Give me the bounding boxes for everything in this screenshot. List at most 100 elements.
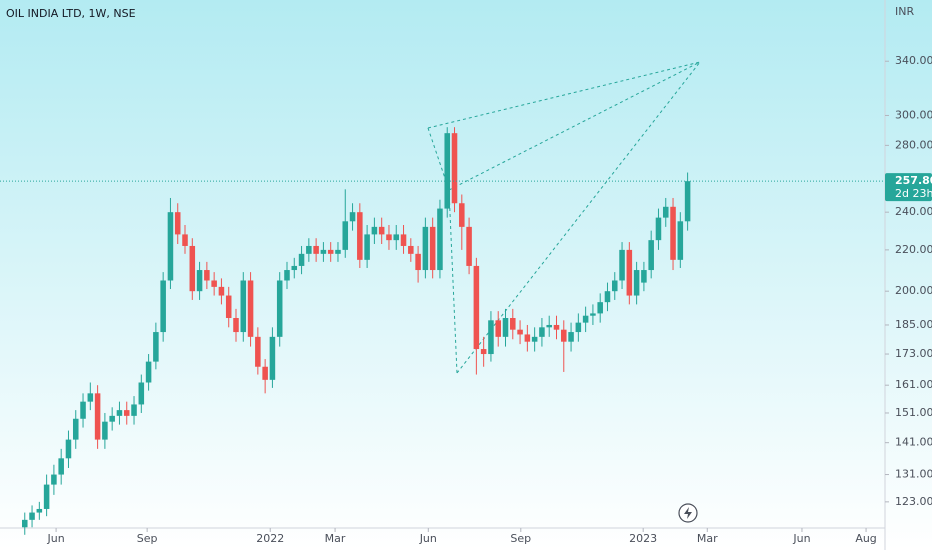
candle-body	[21, 519, 28, 528]
y-tick-label: 340.00	[895, 54, 932, 67]
candle-body	[87, 393, 94, 402]
candle-body	[488, 320, 494, 355]
candle-body	[473, 265, 480, 350]
candle-body	[51, 474, 57, 485]
candle-body	[378, 226, 385, 235]
candle-body	[327, 249, 334, 254]
candle-body	[400, 234, 407, 246]
candle-body	[138, 382, 145, 405]
candle-body	[415, 253, 421, 271]
candle-body	[145, 361, 152, 383]
replay-icon[interactable]	[678, 503, 698, 523]
y-tick-label: 300.00	[895, 108, 932, 121]
candle-body	[218, 286, 225, 296]
candle-body	[357, 212, 363, 260]
candle-body	[211, 280, 217, 287]
candle-body	[393, 234, 400, 241]
y-tick-label: 200.00	[895, 284, 932, 297]
candle-body	[320, 249, 327, 254]
candle-body	[648, 240, 654, 271]
candle-body	[604, 291, 611, 303]
candle-body	[684, 181, 691, 222]
x-tick-label: 2023	[629, 532, 657, 545]
candle-body	[444, 133, 451, 209]
candle-body	[349, 212, 356, 222]
candle-body	[553, 324, 560, 330]
candle-body	[539, 327, 545, 337]
x-tick-label: Mar	[325, 532, 346, 545]
candle-body	[495, 320, 501, 337]
candle-body	[262, 366, 268, 380]
y-tick-label: 151.00	[895, 406, 932, 419]
candle-body	[102, 421, 108, 440]
candle-body	[575, 322, 582, 333]
candle-body	[633, 270, 640, 296]
candle-body	[36, 508, 43, 513]
pattern-line	[448, 189, 458, 374]
y-tick-label: 173.00	[895, 347, 932, 360]
candle-body	[167, 212, 174, 281]
candle-body	[677, 221, 684, 260]
candle-body	[386, 234, 392, 241]
candle-body	[611, 280, 618, 292]
candle-body	[670, 206, 676, 260]
candle-body	[531, 336, 538, 342]
candle-body	[94, 393, 101, 440]
x-tick-label: Sep	[137, 532, 158, 545]
candle-body	[626, 249, 633, 296]
candle-body	[58, 458, 64, 475]
pattern-line	[448, 61, 701, 191]
candle-body	[561, 329, 567, 342]
y-tick-label: 131.00	[895, 468, 932, 481]
candle-body	[291, 265, 298, 271]
candle-body	[233, 318, 239, 333]
candle-body	[153, 332, 159, 362]
candle-body	[466, 226, 472, 266]
x-tick-label: Aug	[855, 532, 876, 545]
candle-body	[313, 245, 319, 254]
candle-body	[131, 404, 137, 416]
candle-body	[109, 415, 115, 422]
candle-body	[568, 332, 574, 342]
candle-body	[29, 512, 35, 520]
candle-body	[422, 226, 429, 271]
candle-body	[276, 280, 283, 337]
last-price-label: 257.80	[895, 174, 932, 187]
candle-body	[371, 226, 378, 235]
candle-body	[335, 249, 341, 254]
candle-body	[451, 133, 458, 204]
candle-body	[546, 324, 552, 328]
y-tick-label: 123.00	[895, 495, 932, 508]
candle-body	[619, 249, 625, 281]
candle-body	[517, 329, 523, 335]
candle-body	[582, 315, 589, 323]
currency-label: INR	[895, 5, 914, 18]
candle-body	[364, 234, 370, 260]
last-price-box	[885, 173, 932, 202]
candle-body	[189, 245, 196, 292]
y-tick-label: 141.00	[895, 436, 932, 449]
candle-body	[437, 208, 443, 271]
candle-body	[590, 313, 596, 316]
candle-body	[80, 401, 86, 419]
y-tick-label: 220.00	[895, 243, 932, 256]
candle-body	[597, 302, 603, 314]
candle-body	[298, 253, 305, 266]
candle-body	[240, 280, 247, 333]
candle-body	[43, 484, 50, 509]
y-tick-label: 161.00	[895, 378, 932, 391]
candle-body	[65, 439, 72, 459]
x-tick-label: Sep	[510, 532, 531, 545]
candle-body	[459, 203, 465, 227]
candle-body	[306, 245, 312, 254]
x-tick-label: Mar	[697, 532, 718, 545]
pattern-line	[427, 61, 701, 129]
candle-body	[72, 418, 79, 440]
candle-body	[408, 245, 414, 254]
candle-body	[255, 336, 261, 367]
candle-body	[160, 280, 166, 333]
candle-body	[225, 295, 232, 319]
candle-body	[269, 336, 276, 380]
